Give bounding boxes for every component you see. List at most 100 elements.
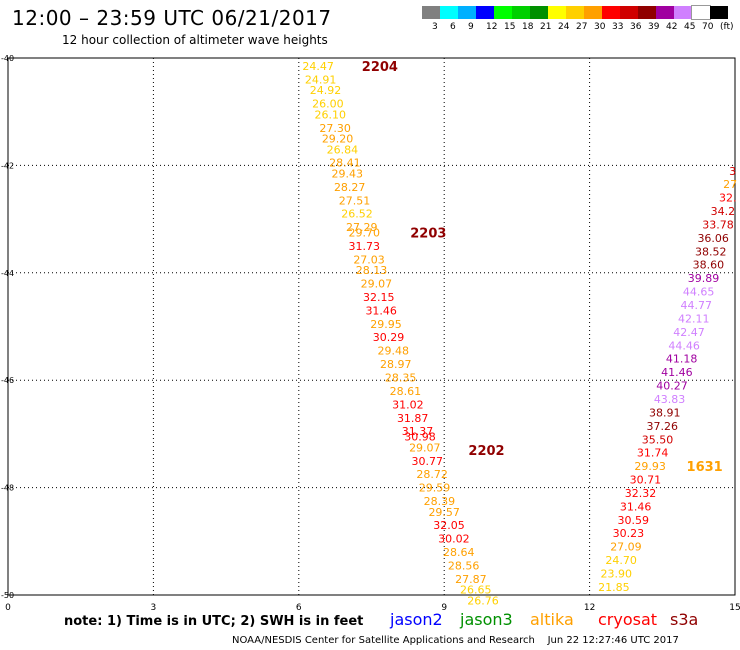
y-tick-label: -50 [1,591,14,600]
color-scale-bar [422,5,728,20]
wave-height-value: 40.27 [656,380,688,393]
x-tick-label: 0 [5,603,11,613]
credit-line: NOAA/NESDIS Center for Satellite Applica… [232,635,679,646]
color-scale-label: 21 [540,22,552,32]
wave-height-value: 29.07 [361,278,393,291]
color-scale-label: 12 [486,22,498,32]
chart-subtitle: 12 hour collection of altimeter wave hei… [62,33,328,47]
wave-height-value: 28.27 [334,181,366,194]
y-tick-label: -40 [1,54,14,63]
wave-height-value: 29.93 [634,460,666,473]
color-scale-label: 9 [468,22,474,32]
timestamp: Jun 22 12:27:46 UTC 2017 [547,635,679,646]
color-scale-label: (ft) [720,22,734,32]
wave-height-value: 27.87 [455,573,487,586]
wave-height-value: 26.65 [460,584,492,597]
wave-height-value: 28.35 [385,372,417,385]
wave-height-value: 29.57 [428,506,460,519]
wave-height-value: 44.77 [680,299,712,312]
wave-height-value: 30.02 [438,533,470,546]
wave-height-value: 27.29 [346,221,378,234]
x-tick-label: 3 [151,603,157,613]
y-tick-label: -48 [1,484,14,493]
wave-height-value: 28.72 [416,468,448,481]
wave-height-value: 28.13 [356,264,388,277]
wave-height-value: 26.76 [467,594,499,607]
wave-height-value: 27.09 [610,541,642,554]
wave-height-value: 28.64 [443,546,475,559]
wave-height-value: 27 [723,178,737,191]
wave-height-value: 24.47 [302,60,334,73]
plot-frame [7,57,736,596]
color-swatch [494,6,512,19]
wave-height-value: 29.95 [370,318,402,331]
wave-height-value: 27.51 [339,194,371,207]
wave-height-value: 32.32 [625,487,657,500]
wave-height-value: 44.65 [683,286,715,299]
y-tick-label: -42 [1,161,14,170]
color-scale-labels: 3 6 9 12 15 18 21 24 27 30 33 36 39 42 45 70 (ft) [422,22,740,34]
wave-height-value: 35.50 [642,433,674,446]
color-swatch [458,6,476,19]
color-swatch [602,6,620,19]
wave-height-value: 43.83 [654,393,686,406]
color-scale-label: 24 [558,22,570,32]
legend-item-cryosat: cryosat [598,610,658,629]
color-scale-label: 42 [666,22,678,32]
wave-height-value: 27.30 [319,122,351,135]
wave-height-value: 31.37 [402,425,434,438]
wave-height-value: 29.48 [378,345,410,358]
wave-height-value: 41.46 [661,366,693,379]
wave-height-value: 28.56 [448,559,480,572]
wave-height-value: 31.87 [397,412,429,425]
color-swatch [476,6,494,19]
wave-height-value: 39.89 [688,272,720,285]
wave-height-value: 38.52 [695,245,727,258]
wave-height-value: 31.46 [620,500,652,513]
color-swatch [620,6,638,19]
color-scale-label: 3 [432,22,438,32]
wave-height-value: 44.46 [668,339,700,352]
x-tick-label: 6 [296,603,302,613]
wave-height-value: 29.70 [348,227,380,240]
wave-height-value: 30.29 [373,331,405,344]
footnote: note: 1) Time is in UTC; 2) SWH is in fe… [64,614,364,629]
wave-height-value: 32.05 [433,519,465,532]
wave-height-value: 30.23 [613,527,645,540]
wave-height-value: 42.11 [678,312,710,325]
wave-height-value: 38.60 [693,259,725,272]
color-scale-label: 70 [702,22,714,32]
y-tick-label: -44 [1,269,14,278]
wave-height-value: 32.15 [363,291,395,304]
wave-height-value: 3 [729,165,736,178]
color-swatch [422,6,440,19]
color-scale-label: 18 [522,22,534,32]
color-swatch [656,6,674,19]
wave-height-value: 33.78 [702,218,734,231]
wave-height-value: 28.39 [424,495,456,508]
legend-item-altika: altika [530,610,574,629]
color-scale-label: 30 [594,22,606,32]
wave-height-value: 32. [719,192,737,205]
wave-height-value: 30.59 [617,514,649,527]
wave-height-value: 29.07 [409,441,441,454]
wave-height-value: 30.71 [630,474,662,487]
color-scale-label: 39 [648,22,660,32]
color-swatch [440,6,458,19]
wave-height-value: 30.98 [404,431,436,444]
track-label: 1631 [687,460,723,475]
wave-height-value: 36.06 [697,232,729,245]
wave-height-value: 29.43 [332,167,364,180]
color-scale-label: 45 [684,22,696,32]
wave-height-value: 38.91 [649,406,681,419]
color-scale-label: 15 [504,22,516,32]
wave-height-value: 31.46 [365,304,397,317]
wave-height-value: 28.41 [329,157,361,170]
wave-height-value: 42.47 [673,326,705,339]
wave-height-value: 21.85 [598,581,630,594]
wave-height-value: 26.52 [341,208,373,221]
wave-height-value: 31.02 [392,398,424,411]
wave-height-value: 26.00 [312,98,344,111]
x-tick-label: 9 [441,603,447,613]
